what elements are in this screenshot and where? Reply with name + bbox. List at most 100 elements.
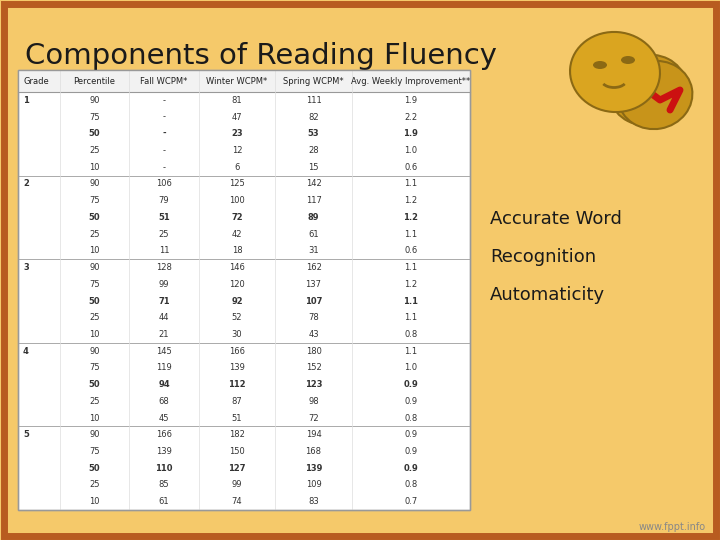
Text: 89: 89 [307, 213, 319, 222]
Text: 1: 1 [23, 96, 29, 105]
Text: 123: 123 [305, 380, 323, 389]
Text: Avg. Weekly Improvement**: Avg. Weekly Improvement** [351, 77, 470, 85]
Text: 15: 15 [308, 163, 319, 172]
Text: 137: 137 [305, 280, 322, 289]
Text: 1.2: 1.2 [405, 196, 418, 205]
Text: 45: 45 [159, 414, 169, 422]
Text: 107: 107 [305, 296, 323, 306]
Text: 25: 25 [89, 313, 100, 322]
Text: Components of Reading Fluency: Components of Reading Fluency [25, 42, 497, 70]
Text: 25: 25 [159, 230, 169, 239]
Text: 4: 4 [23, 347, 29, 356]
Text: 53: 53 [307, 129, 320, 138]
Text: Accurate Word: Accurate Word [490, 210, 622, 228]
Ellipse shape [621, 56, 635, 64]
Text: 106: 106 [156, 179, 172, 188]
Text: 0.9: 0.9 [403, 380, 418, 389]
Text: 50: 50 [89, 213, 100, 222]
Text: 25: 25 [89, 146, 100, 155]
Text: 110: 110 [156, 464, 173, 472]
Text: 61: 61 [308, 230, 319, 239]
Text: 139: 139 [156, 447, 172, 456]
Text: 72: 72 [308, 414, 319, 422]
Text: 150: 150 [229, 447, 245, 456]
Text: Automaticity: Automaticity [490, 286, 605, 304]
Text: 30: 30 [232, 330, 243, 339]
Text: 125: 125 [229, 179, 245, 188]
Text: 75: 75 [89, 280, 100, 289]
Text: 1.1: 1.1 [405, 313, 418, 322]
Text: 139: 139 [229, 363, 245, 373]
Text: 12: 12 [232, 146, 243, 155]
Ellipse shape [570, 32, 660, 112]
Text: 10: 10 [89, 246, 100, 255]
Text: 94: 94 [158, 380, 170, 389]
Text: 51: 51 [158, 213, 170, 222]
Text: 75: 75 [89, 447, 100, 456]
Text: 0.8: 0.8 [404, 330, 418, 339]
Text: 42: 42 [232, 230, 243, 239]
Bar [18, 70, 470, 510]
Text: 90: 90 [89, 179, 100, 188]
Text: 166: 166 [229, 347, 245, 356]
Text: 5: 5 [23, 430, 29, 439]
Text: 85: 85 [158, 481, 169, 489]
Text: 83: 83 [308, 497, 319, 506]
Text: 182: 182 [229, 430, 245, 439]
Text: 47: 47 [232, 112, 243, 122]
Text: 1.2: 1.2 [405, 280, 418, 289]
Text: 1.0: 1.0 [405, 146, 418, 155]
Text: 120: 120 [229, 280, 245, 289]
Text: 162: 162 [305, 263, 321, 272]
Text: 52: 52 [232, 313, 243, 322]
Text: 51: 51 [232, 414, 243, 422]
Text: 72: 72 [231, 213, 243, 222]
Text: -: - [163, 146, 166, 155]
Text: 44: 44 [159, 313, 169, 322]
Text: 28: 28 [308, 146, 319, 155]
Text: 10: 10 [89, 330, 100, 339]
Text: -: - [163, 112, 166, 122]
Bar [18, 70, 470, 510]
Text: 142: 142 [306, 179, 321, 188]
Text: 109: 109 [306, 481, 321, 489]
Text: 87: 87 [232, 397, 243, 406]
Text: 75: 75 [89, 363, 100, 373]
Text: 117: 117 [305, 196, 321, 205]
Text: 119: 119 [156, 363, 172, 373]
Text: 111: 111 [306, 96, 321, 105]
Text: 0.9: 0.9 [403, 464, 418, 472]
Text: 78: 78 [308, 313, 319, 322]
Text: 139: 139 [305, 464, 323, 472]
Text: 2.2: 2.2 [405, 112, 418, 122]
Text: 1.9: 1.9 [403, 129, 418, 138]
Text: 61: 61 [158, 497, 169, 506]
Text: 75: 75 [89, 112, 100, 122]
Ellipse shape [609, 55, 687, 125]
Text: 25: 25 [89, 230, 100, 239]
Text: 1.1: 1.1 [405, 230, 418, 239]
Text: 0.9: 0.9 [405, 447, 418, 456]
Ellipse shape [593, 61, 607, 69]
Text: 71: 71 [158, 296, 170, 306]
Text: 2: 2 [23, 179, 29, 188]
Text: 10: 10 [89, 497, 100, 506]
Text: www.fppt.info: www.fppt.info [639, 522, 706, 532]
Text: 99: 99 [159, 280, 169, 289]
Text: 180: 180 [305, 347, 321, 356]
Text: Winter WCPM*: Winter WCPM* [207, 77, 268, 85]
Text: 79: 79 [158, 196, 169, 205]
Text: 1.2: 1.2 [403, 213, 418, 222]
Text: 92: 92 [231, 296, 243, 306]
Text: 0.9: 0.9 [405, 430, 418, 439]
Text: 0.7: 0.7 [404, 497, 418, 506]
Text: 3: 3 [23, 263, 29, 272]
Text: 0.9: 0.9 [405, 397, 418, 406]
Text: 25: 25 [89, 397, 100, 406]
Text: 50: 50 [89, 380, 100, 389]
Text: 112: 112 [228, 380, 246, 389]
Text: 1.1: 1.1 [405, 179, 418, 188]
Text: 168: 168 [305, 447, 322, 456]
Text: -: - [163, 163, 166, 172]
Text: -: - [163, 96, 166, 105]
